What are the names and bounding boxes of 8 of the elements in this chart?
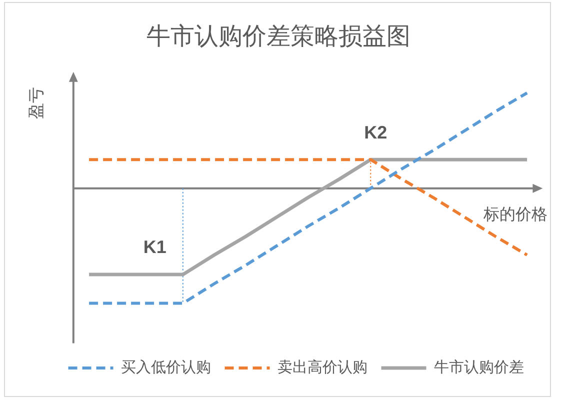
legend-label: 牛市认购价差 — [434, 358, 524, 376]
annotation: K1 — [143, 236, 166, 257]
annotation: K2 — [364, 122, 388, 143]
chart-title: 牛市认购价差策略损益图 — [146, 22, 410, 50]
legend-label: 买入低价认购 — [120, 358, 211, 376]
legend-label: 卖出高价认购 — [277, 358, 368, 376]
x-axis-title: 标的价格 — [482, 204, 548, 224]
y-axis-title: 盈亏 — [26, 86, 46, 119]
